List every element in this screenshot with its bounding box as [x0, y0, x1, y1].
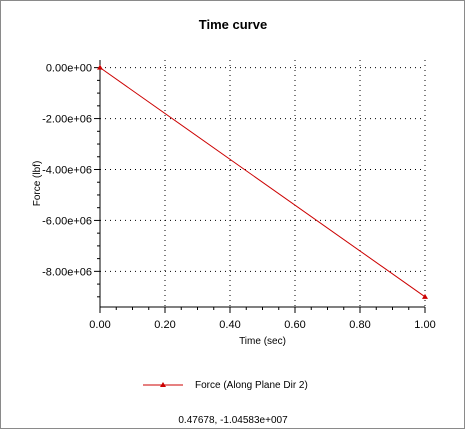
x-tick-label: 1.00: [414, 319, 435, 331]
chart-title: Time curve: [198, 17, 268, 32]
y-tick-label: -8.00e+06: [42, 266, 92, 278]
cursor-readout: 0.47678, -1.04583e+007: [178, 415, 288, 426]
x-tick-label: 0.40: [219, 319, 240, 331]
tick-layer: 0.00 0.20 0.40 0.60 0.80 1.00 0.00e+00 -2.00e+0…: [42, 63, 436, 331]
x-tick-label: 0.60: [284, 319, 305, 331]
y-axis-label: Force (lbf): [32, 161, 43, 207]
axes-layer: [99, 60, 425, 308]
data-point-marker: [422, 293, 428, 299]
data-point-marker: [97, 64, 103, 70]
legend-label: Force (Along Plane Dir 2): [195, 379, 308, 391]
x-tick-label: 0.80: [349, 319, 370, 331]
y-tick-label: -2.00e+06: [42, 114, 92, 126]
y-tick-label: 0.00e+00: [46, 63, 92, 75]
x-tick-label: 0.00: [89, 319, 110, 331]
y-tick-label: -6.00e+06: [42, 215, 92, 227]
series-line: [99, 67, 426, 298]
legend-marker: [160, 382, 166, 387]
legend-swatch: [143, 382, 183, 387]
grid-layer: [99, 60, 426, 307]
y-tick-label: -4.00e+06: [42, 164, 92, 176]
x-tick-label: 0.20: [154, 319, 175, 331]
series-layer: [97, 64, 428, 299]
legend: Force (Along Plane Dir 2): [143, 377, 308, 393]
x-axis-label: Time (sec): [239, 336, 286, 347]
